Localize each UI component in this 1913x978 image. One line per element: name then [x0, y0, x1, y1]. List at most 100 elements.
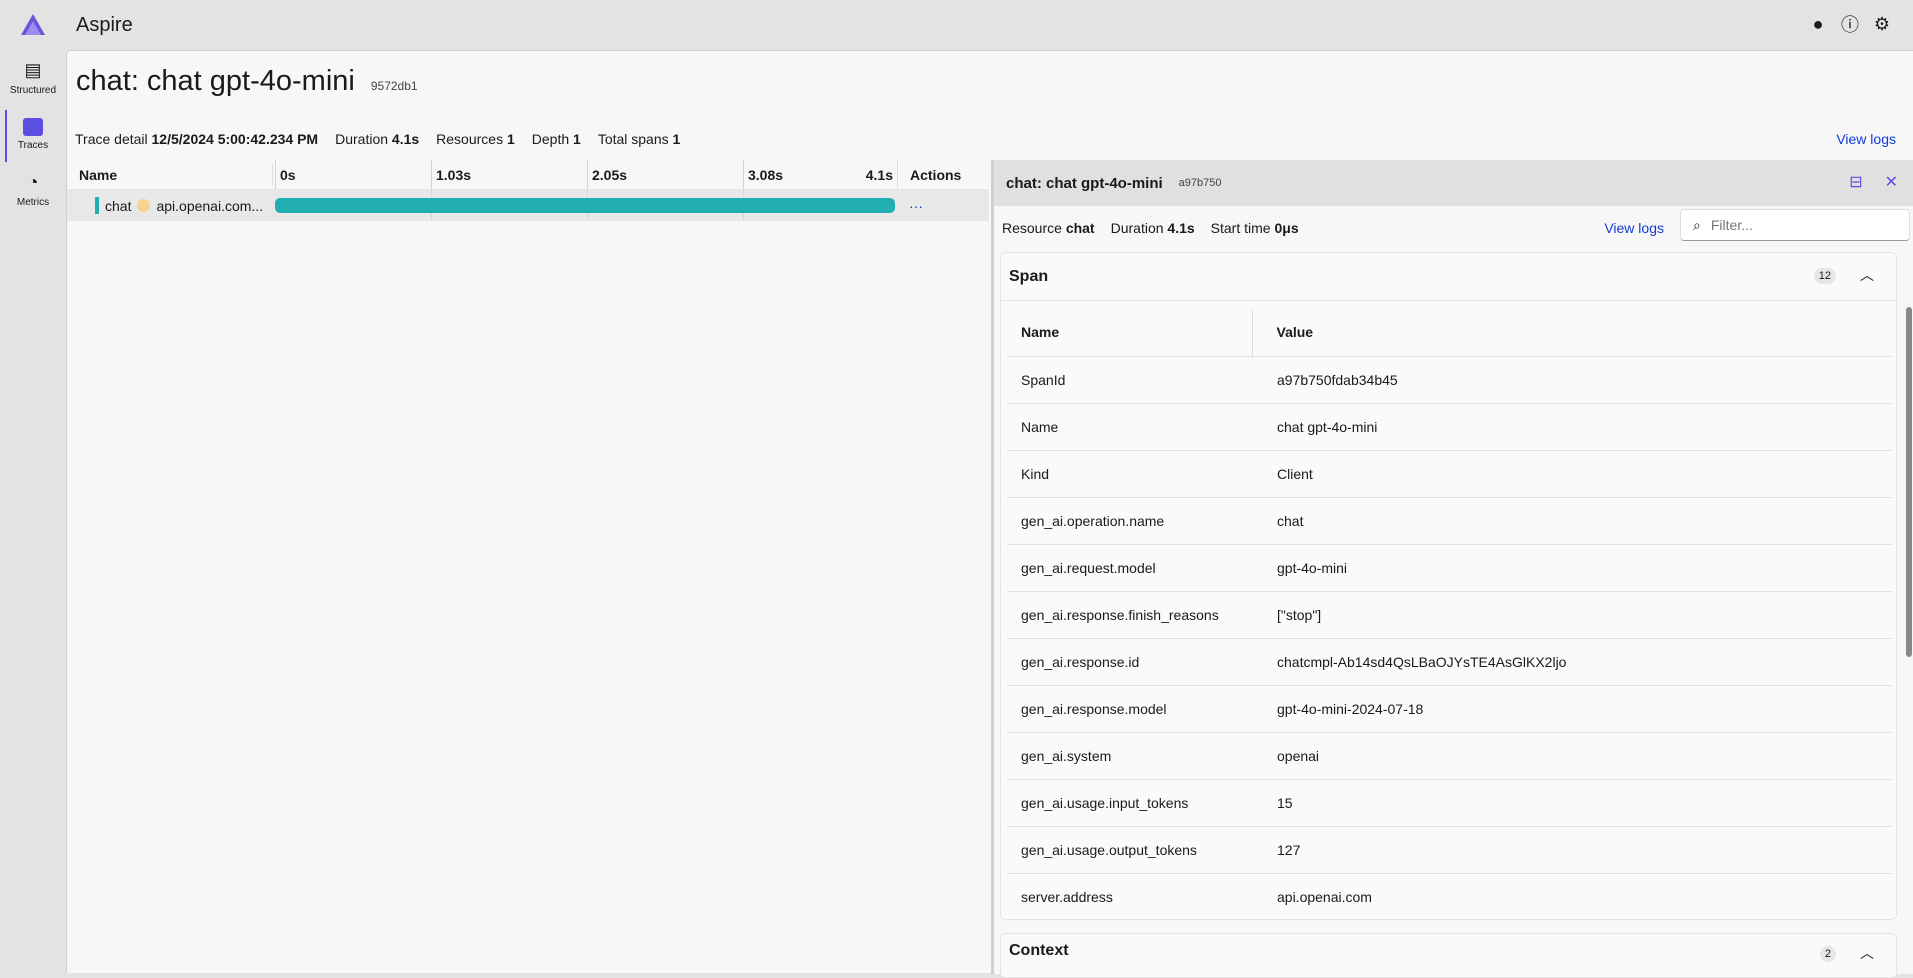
attribute-value: 15 — [1252, 779, 1892, 827]
filter-input[interactable] — [1710, 217, 1891, 233]
column-header-actions: Actions — [897, 160, 977, 189]
span-target: api.openai.com... — [156, 197, 264, 214]
structured-logs-icon: ▤ — [24, 60, 42, 80]
nav-label: Metrics — [16, 197, 50, 208]
attribute-value: chatcmpl-Ab14sd4QsLBaOJYsTE4AsGlKX2ljo — [1252, 638, 1892, 686]
span-resource-info: Resource chat — [1002, 219, 1095, 236]
attribute-row[interactable]: gen_ai.system openai — [1007, 732, 1892, 780]
attribute-row[interactable]: server.address api.openai.com — [1007, 873, 1892, 919]
attribute-value: 127 — [1252, 826, 1892, 874]
tick-label: 2.05s — [587, 160, 627, 189]
attribute-name: gen_ai.response.finish_reasons — [1007, 591, 1252, 639]
panel-header: chat: chat gpt-4o-mini a97b750 ⊟ ✕ — [994, 160, 1913, 206]
attribute-value: gpt-4o-mini — [1252, 544, 1892, 592]
attribute-name: gen_ai.usage.output_tokens — [1007, 826, 1252, 874]
nav-label: Traces — [17, 139, 49, 151]
span-row[interactable]: chat api.openai.com... ··· — [67, 190, 989, 221]
app-title: Aspire — [76, 13, 133, 36]
tick-label: 0s — [275, 160, 296, 189]
metrics-icon: ◔ — [27, 172, 39, 192]
aspire-logo[interactable] — [0, 13, 66, 37]
count-badge: 12 — [1813, 268, 1836, 284]
attribute-row[interactable]: gen_ai.response.finish_reasons ["stop"] — [1007, 591, 1892, 639]
attribute-value: gpt-4o-mini-2024-07-18 — [1252, 685, 1892, 733]
chevron-up-icon[interactable]: ︿ — [1860, 267, 1874, 283]
side-nav: ▤ Structured Traces ◔ Metrics — [0, 50, 66, 973]
section-title: Span — [1009, 267, 1049, 285]
column-header-name[interactable]: Name — [67, 160, 273, 189]
settings-gear-icon[interactable]: ⚙ — [1873, 13, 1891, 34]
attribute-name: gen_ai.request.model — [1007, 544, 1252, 592]
panel-info: Resource chat Duration 4.1s Start time 0… — [994, 206, 1913, 249]
attribute-name: gen_ai.response.id — [1007, 638, 1252, 686]
attribute-name: gen_ai.response.model — [1007, 685, 1252, 733]
trace-detail: Trace detail 12/5/2024 5:00:42.234 PM — [75, 131, 319, 147]
top-bar: Aspire ● ⓘ ⚙ — [0, 0, 1913, 50]
attribute-name: SpanId — [1007, 356, 1252, 404]
panel-view-logs-link[interactable]: View logs — [1604, 219, 1664, 236]
github-icon[interactable]: ● — [1812, 13, 1824, 34]
timeline-header: 0s 1.03s 2.05s 3.08s 4.1s — [273, 160, 897, 189]
attribute-row[interactable]: Kind Client — [1007, 450, 1892, 498]
attribute-value: ["stop"] — [1252, 591, 1892, 639]
trace-total-spans: Total spans 1 — [597, 131, 681, 147]
section-title: Context — [1009, 942, 1069, 959]
attribute-name: Name — [1007, 403, 1252, 451]
column-header-name[interactable]: Name — [1007, 309, 1252, 357]
trace-depth: Depth 1 — [531, 131, 581, 147]
column-header-value[interactable]: Value — [1251, 309, 1892, 357]
panel-title: chat: chat gpt-4o-mini — [1006, 174, 1163, 192]
trace-title: chat: chat gpt-4o-mini — [76, 65, 355, 97]
span-detail-panel: chat: chat gpt-4o-mini a97b750 ⊟ ✕ Resou… — [991, 160, 1913, 978]
main-content: chat: chat gpt-4o-mini 9572db1 Trace det… — [66, 50, 1913, 978]
attributes-table: Name Value SpanId a97b750fdab34b45 Name cha… — [1007, 309, 1892, 919]
attribute-row[interactable]: Name chat gpt-4o-mini — [1007, 403, 1892, 451]
page-title: chat: chat gpt-4o-mini 9572db1 — [76, 65, 418, 98]
attribute-name: server.address — [1007, 873, 1252, 919]
attribute-name: gen_ai.operation.name — [1007, 497, 1252, 545]
attribute-row[interactable]: SpanId a97b750fdab34b45 — [1007, 356, 1892, 404]
span-start-info: Start time 0μs — [1210, 219, 1299, 236]
panel-span-id: a97b750 — [1178, 177, 1222, 189]
trace-resources: Resources 1 — [436, 131, 515, 147]
attribute-value: chat — [1252, 497, 1892, 545]
nav-label: Structured — [9, 85, 57, 96]
grid-header: Name 0s 1.03s 2.05s 3.08s 4.1s Actions — [67, 160, 989, 190]
close-icon[interactable]: ✕ — [1884, 174, 1898, 191]
attribute-name: Kind — [1007, 450, 1252, 498]
filter-field[interactable]: ⌕ — [1680, 209, 1910, 241]
span-actions-button[interactable]: ··· — [909, 197, 923, 214]
span-section-header[interactable]: Span 12 ︿ — [1001, 253, 1896, 301]
view-logs-link[interactable]: View logs — [1836, 131, 1896, 147]
help-icon[interactable]: ⓘ — [1841, 15, 1859, 35]
trace-summary: Trace detail 12/5/2024 5:00:42.234 PM Du… — [75, 131, 680, 147]
span-bar[interactable] — [275, 198, 895, 213]
span-attributes-section: Span 12 ︿ Name Value SpanId a97b750fdab34… — [1000, 252, 1897, 920]
attribute-row[interactable]: gen_ai.response.model gpt-4o-mini-2024-07… — [1007, 685, 1892, 733]
search-icon: ⌕ — [1693, 216, 1701, 233]
trace-id: 9572db1 — [370, 79, 418, 93]
attribute-row[interactable]: gen_ai.usage.input_tokens 15 — [1007, 779, 1892, 827]
span-waterfall-grid: Name 0s 1.03s 2.05s 3.08s 4.1s Actions c… — [67, 160, 989, 221]
attribute-row[interactable]: gen_ai.operation.name chat — [1007, 497, 1892, 545]
attribute-value: chat gpt-4o-mini — [1252, 403, 1892, 451]
attribute-value: openai — [1252, 732, 1892, 780]
span-duration-info: Duration 4.1s — [1110, 219, 1195, 236]
attribute-name: gen_ai.usage.input_tokens — [1007, 779, 1252, 827]
tick-label: 3.08s — [743, 160, 783, 189]
toggle-orientation-icon[interactable]: ⊟ — [1849, 174, 1863, 191]
chevron-up-icon[interactable]: ︿ — [1860, 945, 1874, 961]
nav-item-structured[interactable]: ▤ Structured — [0, 50, 66, 106]
nav-item-metrics[interactable]: ◔ Metrics — [0, 162, 66, 218]
resource-color-marker — [95, 197, 99, 214]
context-section[interactable]: Context 2 ︿ — [1000, 933, 1897, 978]
attribute-value: a97b750fdab34b45 — [1252, 356, 1892, 404]
attribute-row[interactable]: gen_ai.request.model gpt-4o-mini — [1007, 544, 1892, 592]
scrollbar[interactable] — [1906, 307, 1912, 657]
attribute-value: api.openai.com — [1252, 873, 1892, 919]
attribute-row[interactable]: gen_ai.usage.output_tokens 127 — [1007, 826, 1892, 874]
nav-item-traces[interactable]: Traces — [0, 106, 66, 162]
outgoing-call-icon — [137, 199, 151, 212]
attribute-row[interactable]: gen_ai.response.id chatcmpl-Ab14sd4QsLBaO… — [1007, 638, 1892, 686]
tick-label: 1.03s — [431, 160, 471, 189]
